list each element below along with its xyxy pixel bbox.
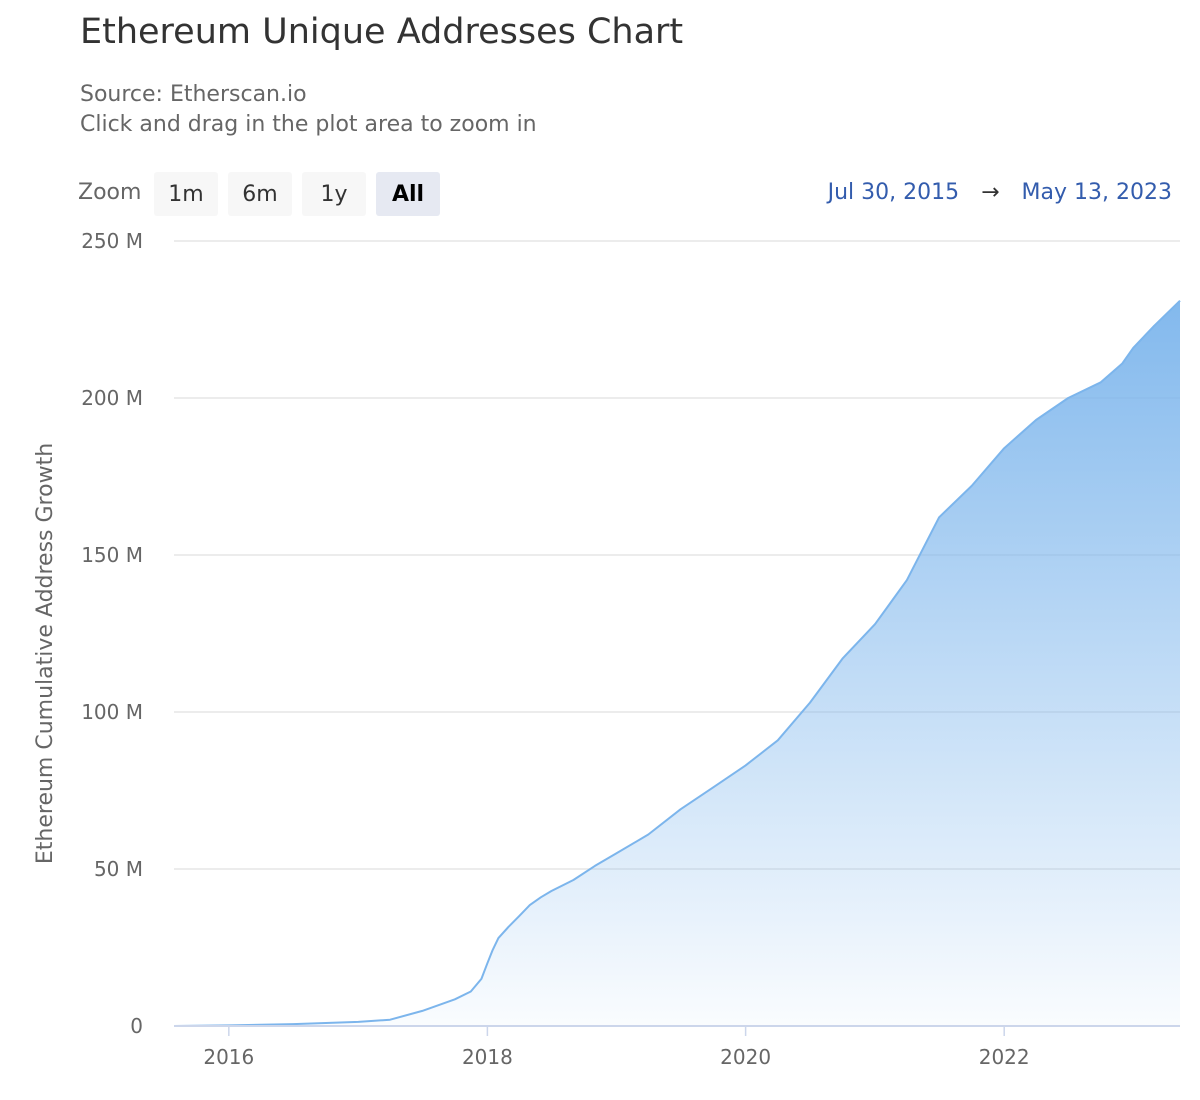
range-arrow-icon: → xyxy=(981,180,1000,205)
zoom-1m-button[interactable]: 1m xyxy=(154,172,218,216)
x-tick-label: 2022 xyxy=(979,1045,1030,1069)
series-line xyxy=(173,299,1181,1027)
chart-title: Ethereum Unique Addresses Chart xyxy=(80,12,684,52)
chart-subtitle-hint: Click and drag in the plot area to zoom … xyxy=(80,112,537,137)
x-tick-label: 2016 xyxy=(203,1045,254,1069)
chart-subtitle-source: Source: Etherscan.io xyxy=(80,82,307,107)
y-tick-label: 250 M xyxy=(81,229,143,253)
date-range: Jul 30, 2015 → May 13, 2023 xyxy=(828,180,1172,205)
series-layer xyxy=(173,299,1181,1027)
x-tick-label: 2020 xyxy=(720,1045,771,1069)
zoom-1y-button[interactable]: 1y xyxy=(302,172,366,216)
y-tick-label: 100 M xyxy=(81,700,143,724)
x-tick-label: 2018 xyxy=(462,1045,513,1069)
y-axis-title: Ethereum Cumulative Address Growth xyxy=(33,443,58,864)
zoom-6m-button[interactable]: 6m xyxy=(228,172,292,216)
series-area xyxy=(174,300,1180,1026)
axes: 0 50 M 100 M 150 M 200 M 250 M Ethereum Cumula… xyxy=(33,229,1180,1069)
y-tick-label: 0 xyxy=(130,1014,143,1038)
y-tick-label: 200 M xyxy=(81,386,143,410)
y-tick-label: 50 M xyxy=(94,857,143,881)
zoom-label: Zoom xyxy=(78,180,142,205)
range-from-input[interactable]: Jul 30, 2015 xyxy=(827,180,960,205)
range-to-input[interactable]: May 13, 2023 xyxy=(1021,180,1172,205)
y-tick-label: 150 M xyxy=(81,543,143,567)
zoom-all-button[interactable]: All xyxy=(376,172,440,216)
